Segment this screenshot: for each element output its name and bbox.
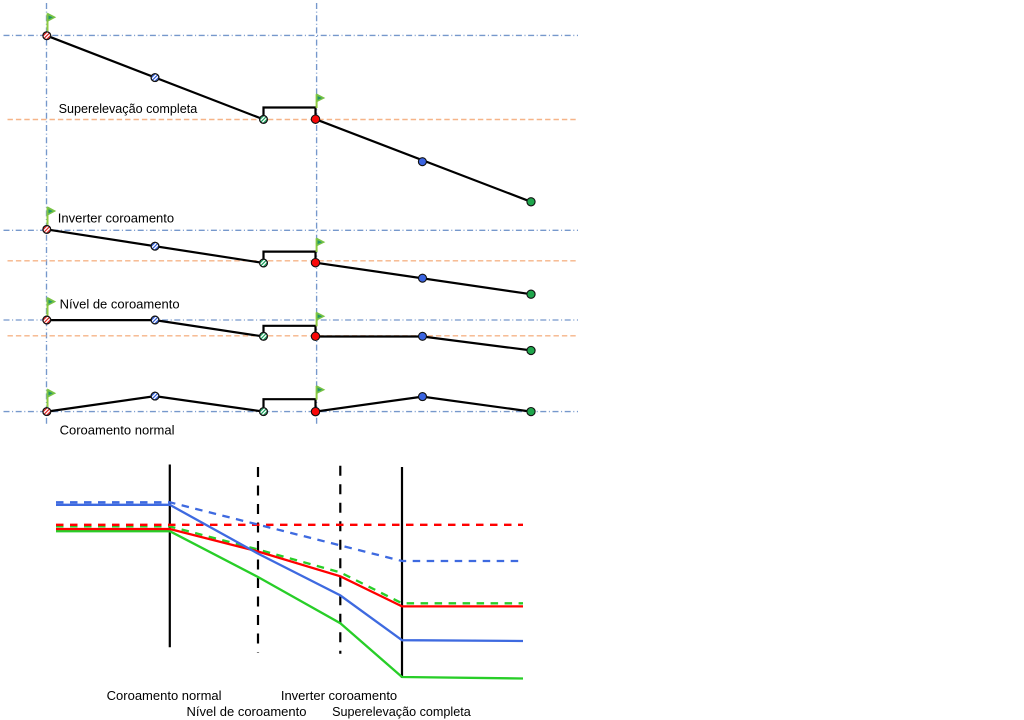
svg-text:Inverter coroamento: Inverter coroamento bbox=[58, 211, 174, 226]
svg-text:Coroamento normal: Coroamento normal bbox=[60, 423, 175, 438]
svg-text:Coroamento normal: Coroamento normal bbox=[107, 688, 222, 703]
svg-text:Inverter coroamento: Inverter coroamento bbox=[281, 688, 397, 703]
svg-text:Nível de coroamento: Nível de coroamento bbox=[187, 704, 307, 719]
svg-text:Nível de coroamento: Nível de coroamento bbox=[60, 296, 180, 311]
svg-text:Superelevação completa: Superelevação completa bbox=[59, 102, 198, 116]
svg-text:Superelevação completa: Superelevação completa bbox=[332, 705, 471, 719]
